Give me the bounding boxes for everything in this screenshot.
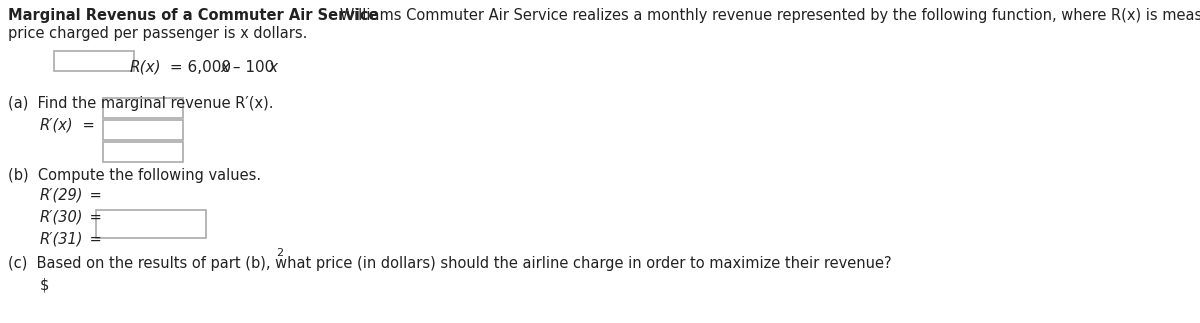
Text: 2: 2	[276, 248, 283, 258]
Text: R′(29): R′(29)	[40, 188, 84, 203]
Text: = 6,000: = 6,000	[166, 60, 230, 75]
Text: Marginal Revenus of a Commuter Air Service: Marginal Revenus of a Commuter Air Servi…	[8, 8, 378, 23]
Text: – 100: – 100	[228, 60, 275, 75]
Text: price charged per passenger is x dollars.: price charged per passenger is x dollars…	[8, 26, 307, 41]
Bar	[54, 51, 134, 71]
Text: R(x): R(x)	[130, 60, 162, 75]
Text: R′(30): R′(30)	[40, 210, 84, 225]
Text: =: =	[85, 232, 102, 247]
Text: (a)  Find the marginal revenue R′(x).: (a) Find the marginal revenue R′(x).	[8, 96, 274, 111]
Text: x: x	[220, 60, 229, 75]
Text: R′(x): R′(x)	[40, 118, 73, 133]
Text: (b)  Compute the following values.: (b) Compute the following values.	[8, 168, 262, 183]
Text: =: =	[85, 188, 102, 203]
Text: (c)  Based on the results of part (b), what price (in dollars) should the airlin: (c) Based on the results of part (b), wh…	[8, 256, 892, 271]
Bar	[103, 142, 182, 162]
Bar	[103, 98, 182, 118]
Text: Williams Commuter Air Service realizes a monthly revenue represented by the foll: Williams Commuter Air Service realizes a…	[326, 8, 1200, 23]
Bar	[96, 210, 206, 238]
Text: =: =	[85, 210, 102, 225]
Text: x: x	[268, 60, 277, 75]
Text: R′(31): R′(31)	[40, 232, 84, 247]
Bar	[103, 120, 182, 140]
Text: =: =	[78, 118, 95, 133]
Text: $: $	[40, 278, 49, 293]
